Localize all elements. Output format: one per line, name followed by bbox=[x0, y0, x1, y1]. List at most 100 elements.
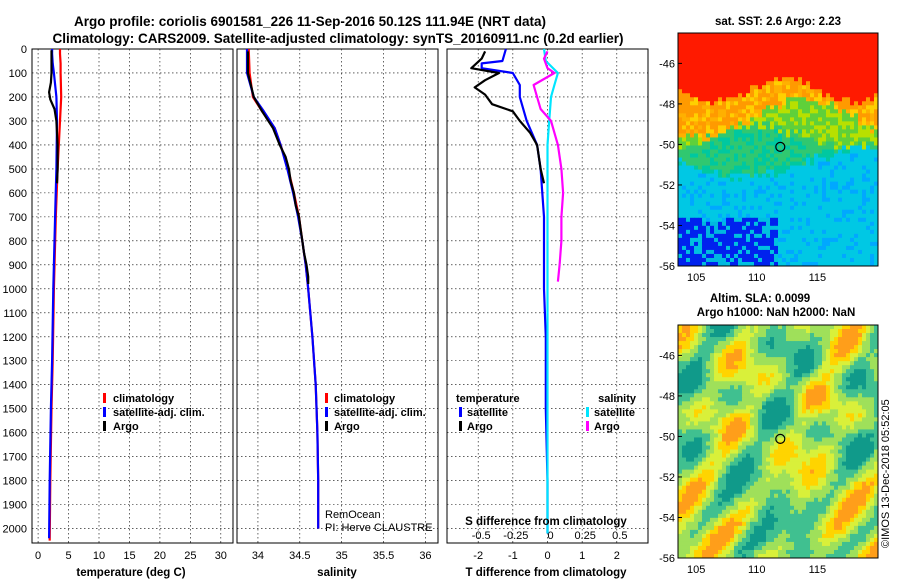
heatmap-cell bbox=[738, 405, 743, 410]
heatmap-cell bbox=[854, 173, 859, 179]
heatmap-cell bbox=[686, 225, 691, 231]
heatmap-cell bbox=[802, 77, 807, 82]
heatmap-cell bbox=[802, 329, 807, 334]
heatmap-cell bbox=[734, 109, 739, 114]
heatmap-cell bbox=[834, 453, 839, 458]
heatmap-cell bbox=[758, 457, 763, 462]
heatmap-cell bbox=[838, 173, 843, 179]
heatmap-cell bbox=[846, 129, 851, 134]
heatmap-cell bbox=[818, 125, 823, 130]
heatmap-cell bbox=[774, 161, 779, 166]
heatmap-cell bbox=[810, 241, 815, 247]
heatmap-cell bbox=[714, 37, 719, 42]
heatmap-cell bbox=[742, 401, 747, 406]
heatmap-cell bbox=[734, 417, 739, 422]
heatmap-cell bbox=[802, 73, 807, 78]
heatmap-cell bbox=[790, 349, 795, 354]
heatmap-cell bbox=[846, 189, 851, 195]
heatmap-cell bbox=[774, 257, 779, 263]
heatmap-cell bbox=[794, 169, 799, 175]
heatmap-cell bbox=[686, 337, 691, 342]
heatmap-cell bbox=[870, 153, 875, 158]
heatmap-cell bbox=[870, 109, 875, 114]
heatmap-cell bbox=[710, 361, 715, 366]
heatmap-cell bbox=[702, 341, 707, 346]
heatmap-cell bbox=[734, 77, 739, 82]
heatmap-cell bbox=[806, 129, 811, 134]
heatmap-cell bbox=[726, 421, 731, 426]
heatmap-cell bbox=[850, 145, 855, 150]
heatmap-cell bbox=[770, 89, 775, 94]
heatmap-cell bbox=[838, 205, 843, 211]
heatmap-cell bbox=[818, 137, 823, 142]
heatmap-cell bbox=[814, 437, 819, 442]
heatmap-cell bbox=[822, 345, 827, 350]
heatmap-cell bbox=[706, 53, 711, 58]
heatmap-cell bbox=[858, 465, 863, 471]
heatmap-cell bbox=[814, 385, 819, 390]
heatmap-cell bbox=[802, 325, 807, 330]
heatmap-cell bbox=[738, 157, 743, 162]
heatmap-cell bbox=[858, 101, 863, 106]
heatmap-cell bbox=[706, 193, 711, 199]
heatmap-cell bbox=[722, 345, 727, 350]
heatmap-cell bbox=[682, 73, 687, 78]
heatmap-cell bbox=[786, 333, 791, 338]
heatmap-cell bbox=[690, 205, 695, 211]
heatmap-cell bbox=[782, 225, 787, 231]
heatmap-cell bbox=[842, 221, 847, 227]
heatmap-cell bbox=[806, 165, 811, 170]
heatmap-cell bbox=[762, 337, 767, 342]
heatmap-cell bbox=[770, 209, 775, 215]
heatmap-cell bbox=[722, 445, 727, 450]
series-line-s-argo bbox=[532, 50, 565, 282]
heatmap-cell bbox=[838, 133, 843, 138]
heatmap-cell bbox=[862, 37, 867, 42]
heatmap-cell bbox=[730, 73, 735, 78]
heatmap-cell bbox=[870, 41, 875, 46]
heatmap-cell bbox=[706, 405, 711, 410]
heatmap-cell bbox=[766, 117, 771, 122]
heatmap-cell bbox=[754, 453, 759, 458]
heatmap-cell bbox=[794, 425, 799, 430]
heatmap-cell bbox=[702, 65, 707, 70]
heatmap-cell bbox=[702, 437, 707, 442]
heatmap-cell bbox=[826, 369, 831, 374]
heatmap-cell bbox=[786, 133, 791, 138]
heatmap-cell bbox=[782, 241, 787, 247]
heatmap-cell bbox=[762, 33, 767, 38]
heatmap-cell bbox=[826, 101, 831, 106]
heatmap-cell bbox=[826, 405, 831, 410]
heatmap-cell bbox=[790, 225, 795, 231]
heatmap-cell bbox=[834, 337, 839, 342]
heatmap-cell bbox=[810, 185, 815, 191]
heatmap-cell bbox=[826, 53, 831, 58]
heatmap-cell bbox=[838, 433, 843, 438]
heatmap-cell bbox=[694, 37, 699, 42]
heatmap-cell bbox=[802, 473, 807, 479]
heatmap-cell bbox=[762, 417, 767, 422]
heatmap-cell bbox=[818, 77, 823, 82]
heatmap-cell bbox=[726, 141, 731, 146]
heatmap-cell bbox=[826, 357, 831, 362]
heatmap-cell bbox=[794, 401, 799, 406]
heatmap-cell bbox=[818, 389, 823, 394]
heatmap-cell bbox=[734, 449, 739, 454]
heatmap-cell bbox=[794, 125, 799, 130]
heatmap-cell bbox=[826, 413, 831, 418]
heatmap-cell bbox=[706, 201, 711, 207]
heatmap-cell bbox=[778, 357, 783, 362]
heatmap-cell bbox=[870, 389, 875, 394]
heatmap-cell bbox=[786, 137, 791, 142]
y-tick-label: 1900 bbox=[3, 500, 27, 512]
heatmap-cell bbox=[750, 397, 755, 402]
heatmap-cell bbox=[846, 417, 851, 422]
heatmap-cell bbox=[694, 49, 699, 54]
heatmap-cell bbox=[814, 173, 819, 179]
heatmap-cell bbox=[710, 405, 715, 410]
heatmap-cell bbox=[806, 173, 811, 179]
heatmap-cell bbox=[818, 349, 823, 354]
heatmap-cell bbox=[718, 369, 723, 374]
heatmap-cell bbox=[730, 41, 735, 46]
heatmap-cell bbox=[734, 225, 739, 231]
